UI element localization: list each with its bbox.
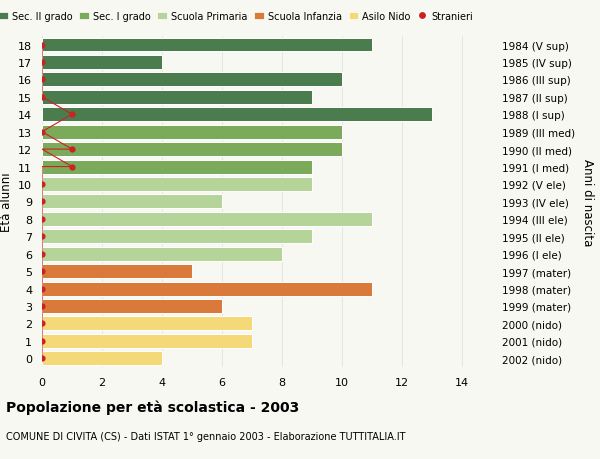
Bar xyxy=(42,264,192,279)
Bar xyxy=(42,195,222,209)
Bar xyxy=(42,39,372,52)
Bar xyxy=(42,299,222,313)
Bar xyxy=(42,56,162,70)
Bar xyxy=(42,108,432,122)
Bar xyxy=(42,213,372,226)
Text: Popolazione per età scolastica - 2003: Popolazione per età scolastica - 2003 xyxy=(6,399,299,414)
Bar xyxy=(42,282,372,296)
Bar xyxy=(42,160,312,174)
Bar xyxy=(42,230,312,244)
Y-axis label: Età alunni: Età alunni xyxy=(0,172,13,232)
Y-axis label: Anni di nascita: Anni di nascita xyxy=(581,158,594,246)
Bar xyxy=(42,334,252,348)
Text: COMUNE DI CIVITA (CS) - Dati ISTAT 1° gennaio 2003 - Elaborazione TUTTITALIA.IT: COMUNE DI CIVITA (CS) - Dati ISTAT 1° ge… xyxy=(6,431,406,442)
Bar xyxy=(42,247,282,261)
Bar xyxy=(42,178,312,191)
Legend: Sec. II grado, Sec. I grado, Scuola Primaria, Scuola Infanzia, Asilo Nido, Stran: Sec. II grado, Sec. I grado, Scuola Prim… xyxy=(0,12,473,22)
Bar xyxy=(42,125,342,140)
Bar xyxy=(42,317,252,330)
Bar xyxy=(42,90,312,105)
Bar xyxy=(42,352,162,365)
Bar xyxy=(42,73,342,87)
Bar xyxy=(42,143,342,157)
